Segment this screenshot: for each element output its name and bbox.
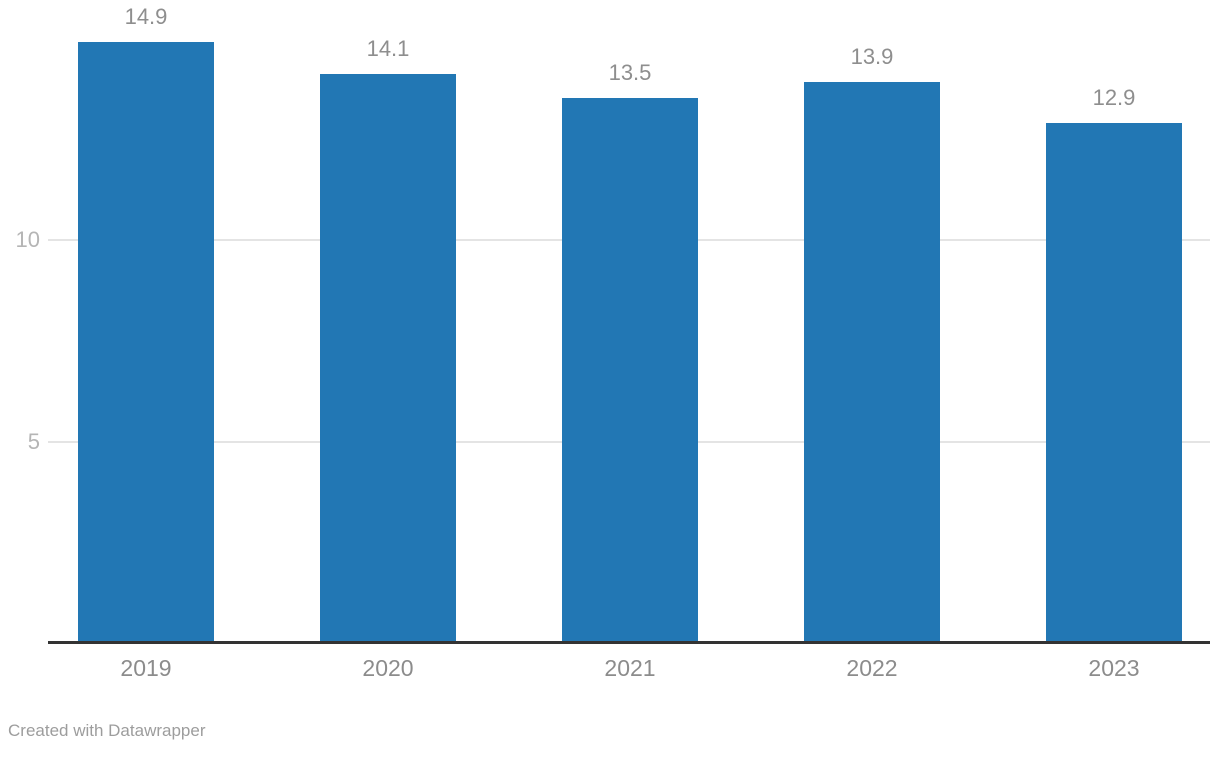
y-axis-tick-label: 5 — [27, 429, 40, 454]
x-axis-category-label: 2021 — [604, 655, 656, 681]
bar-2019 — [78, 42, 214, 642]
x-axis-category-label: 2022 — [846, 655, 898, 681]
x-axis-category-label: 2020 — [362, 655, 414, 681]
bar-2022 — [804, 82, 940, 642]
bar-value-label: 14.9 — [124, 4, 168, 29]
x-axis-line — [48, 641, 1210, 644]
bar-value-label: 12.9 — [1092, 85, 1136, 110]
x-axis-category-label: 2019 — [120, 655, 172, 681]
x-axis-category-label: 2023 — [1088, 655, 1140, 681]
y-axis-tick-label: 10 — [15, 227, 40, 252]
bar-value-label: 13.5 — [608, 60, 652, 85]
bar-value-label: 14.1 — [366, 36, 410, 61]
datawrapper-credit-link[interactable]: Created with Datawrapper — [8, 721, 206, 740]
bar-2021 — [562, 98, 698, 642]
bar-2023 — [1046, 123, 1182, 642]
bar-2020 — [320, 74, 456, 642]
bar-value-label: 13.9 — [850, 44, 894, 69]
